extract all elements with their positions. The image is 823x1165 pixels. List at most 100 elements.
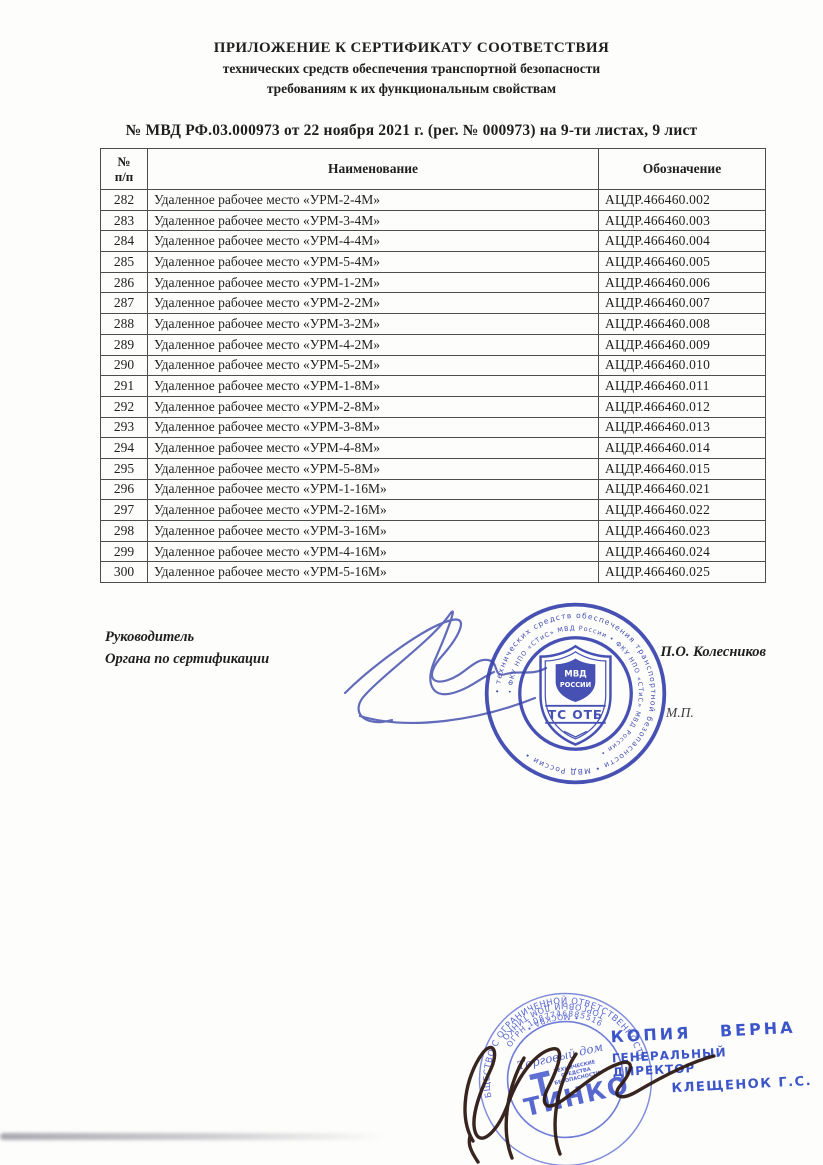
item-code: АЦДР.466460.023 xyxy=(598,520,766,542)
table-row: 282 Удаленное рабочее место «УРМ-2-4М» АЦД… xyxy=(100,189,766,211)
item-code: АЦДР.466460.021 xyxy=(598,478,766,501)
column-header-number-line2: п/п xyxy=(114,169,134,184)
row-number: 295 xyxy=(100,457,148,480)
signer-role-line2: Органа по сертификации xyxy=(105,651,270,667)
item-name: Удаленное рабочее место «УРМ-1-8М» xyxy=(147,375,599,397)
item-code: АЦДР.466460.022 xyxy=(598,499,766,521)
mvd-shield-line2: РОССИИ xyxy=(560,681,591,689)
item-code: АЦДР.466460.009 xyxy=(598,333,766,356)
title-line-2: технических средств обеспечения транспор… xyxy=(222,61,601,76)
row-number: 285 xyxy=(100,251,148,273)
row-number: 283 xyxy=(100,209,148,232)
row-number: 288 xyxy=(100,313,148,335)
registration-line: № МВД РФ.03.000973 от 22 ноября 2021 г. … xyxy=(125,122,698,139)
table-row: 300 Удаленное рабочее место «УРМ-5-16М» АЦ… xyxy=(100,561,766,584)
item-code: АЦДР.466460.015 xyxy=(598,457,766,480)
item-name: Удаленное рабочее место «УРМ-4-16М» xyxy=(147,540,599,563)
signer-role-line1: Руководитель xyxy=(105,629,195,645)
item-name: Удаленное рабочее место «УРМ-1-16М» xyxy=(147,478,599,501)
table-row: 294 Удаленное рабочее место «УРМ-4-8М» АЦД… xyxy=(100,437,766,459)
mvd-shield-icon: МВД РОССИИ ТС ОТБ xyxy=(539,644,612,746)
table-row: 287 Удаленное рабочее место «УРМ-2-2М» АЦД… xyxy=(100,292,766,315)
row-number: 289 xyxy=(100,333,148,356)
table-row: 292 Удаленное рабочее место «УРМ-2-8М» АЦД… xyxy=(100,395,766,418)
row-number: 300 xyxy=(100,561,148,584)
title-line-1: ПРИЛОЖЕНИЕ К СЕРТИФИКАТУ СООТВЕТСТВИЯ xyxy=(213,40,610,56)
item-code: АЦДР.466460.013 xyxy=(598,416,766,439)
title-line-3: требованиям к их функциональным свойства… xyxy=(266,81,557,96)
item-code: АЦДР.466460.024 xyxy=(598,540,766,563)
item-code: АЦДР.466460.008 xyxy=(598,313,766,335)
mvd-shield-band: ТС ОТБ xyxy=(548,708,603,722)
item-name: Удаленное рабочее место «УРМ-3-8М» xyxy=(147,416,599,439)
row-number: 291 xyxy=(100,375,148,397)
column-header-number-line1: № xyxy=(117,154,131,169)
item-code: АЦДР.466460.010 xyxy=(598,354,766,377)
row-number: 297 xyxy=(100,499,148,521)
items-table: № п/п Наименование Обозначение 282 Удален… xyxy=(100,148,766,584)
signer-name: П.О. Колесников xyxy=(660,644,766,660)
signature-ink-bottom xyxy=(463,1045,716,1164)
table-row: 293 Удаленное рабочее место «УРМ-3-8М» АЦД… xyxy=(100,416,766,439)
table-row: 298 Удаленное рабочее место «УРМ-3-16М» АЦ… xyxy=(100,520,766,542)
mvd-shield-line1: МВД xyxy=(564,669,587,679)
item-name: Удаленное рабочее место «УРМ-3-16М» xyxy=(147,520,599,542)
scan-artifact-line xyxy=(0,1133,385,1140)
item-code: АЦДР.466460.005 xyxy=(598,251,766,273)
signature-ink-top xyxy=(343,610,548,724)
item-name: Удаленное рабочее место «УРМ-5-16М» xyxy=(147,561,599,584)
table-row: 289 Удаленное рабочее место «УРМ-4-2М» АЦД… xyxy=(100,333,766,356)
column-header-code: Обозначение xyxy=(598,148,766,190)
item-code: АЦДР.466460.014 xyxy=(598,437,766,459)
table-row: 299 Удаленное рабочее место «УРМ-4-16М» АЦ… xyxy=(100,540,766,563)
item-name: Удаленное рабочее место «УРМ-2-2М» xyxy=(147,292,599,315)
column-header-number: № п/п xyxy=(100,148,148,190)
table-row: 285 Удаленное рабочее место «УРМ-5-4М» АЦД… xyxy=(100,251,766,273)
row-number: 294 xyxy=(100,437,148,459)
item-name: Удаленное рабочее место «УРМ-2-16М» xyxy=(147,499,599,521)
table-row: 284 Удаленное рабочее место «УРМ-4-4М» АЦД… xyxy=(100,230,766,253)
item-code: АЦДР.466460.012 xyxy=(598,395,766,418)
row-number: 284 xyxy=(100,230,148,253)
item-name: Удаленное рабочее место «УРМ-4-2М» xyxy=(147,333,599,356)
item-name: Удаленное рабочее место «УРМ-5-2М» xyxy=(147,354,599,377)
table-row: 283 Удаленное рабочее место «УРМ-3-4М» АЦД… xyxy=(100,209,766,232)
table-row: 286 Удаленное рабочее место «УРМ-1-2М» АЦД… xyxy=(100,271,766,294)
item-name: Удаленное рабочее место «УРМ-1-2М» xyxy=(147,271,599,294)
table-header-row: № п/п Наименование Обозначение xyxy=(100,148,766,190)
table-row: 295 Удаленное рабочее место «УРМ-5-8М» АЦД… xyxy=(100,457,766,480)
column-header-name: Наименование xyxy=(147,148,599,190)
table-row: 288 Удаленное рабочее место «УРМ-3-2М» АЦД… xyxy=(100,313,766,335)
row-number: 282 xyxy=(100,189,148,211)
mp-label: М.П. xyxy=(666,705,694,720)
item-name: Удаленное рабочее место «УРМ-3-2М» xyxy=(147,313,599,335)
title-block: ПРИЛОЖЕНИЕ К СЕРТИФИКАТУ СООТВЕТСТВИЯ те… xyxy=(0,0,823,99)
table-row: 297 Удаленное рабочее место «УРМ-2-16М» АЦ… xyxy=(100,499,766,521)
mvd-round-stamp: • технических средств обеспечения трансп… xyxy=(484,602,667,785)
row-number: 293 xyxy=(100,416,148,439)
row-number: 287 xyxy=(100,292,148,315)
row-number: 296 xyxy=(100,478,148,501)
item-code: АЦДР.466460.006 xyxy=(598,271,766,294)
item-code: АЦДР.466460.025 xyxy=(598,561,766,584)
item-code: АЦДР.466460.004 xyxy=(598,230,766,253)
item-name: Удаленное рабочее место «УРМ-4-4М» xyxy=(147,230,599,253)
item-name: Удаленное рабочее место «УРМ-3-4М» xyxy=(147,209,599,232)
item-code: АЦДР.466460.007 xyxy=(598,292,766,315)
row-number: 298 xyxy=(100,520,148,542)
row-number: 292 xyxy=(100,395,148,418)
table-row: 290 Удаленное рабочее место «УРМ-5-2М» АЦД… xyxy=(100,354,766,377)
item-name: Удаленное рабочее место «УРМ-4-8М» xyxy=(147,437,599,459)
item-code: АЦДР.466460.011 xyxy=(598,375,766,397)
row-number: 290 xyxy=(100,354,148,377)
item-name: Удаленное рабочее место «УРМ-2-4М» xyxy=(147,189,599,211)
item-code: АЦДР.466460.003 xyxy=(598,209,766,232)
signer-role: Руководитель Органа по сертификации xyxy=(105,626,269,670)
item-name: Удаленное рабочее место «УРМ-2-8М» xyxy=(147,395,599,418)
table-row: 296 Удаленное рабочее место «УРМ-1-16М» АЦ… xyxy=(100,478,766,501)
table-row: 291 Удаленное рабочее место «УРМ-1-8М» АЦД… xyxy=(100,375,766,397)
item-name: Удаленное рабочее место «УРМ-5-4М» xyxy=(147,251,599,273)
item-code: АЦДР.466460.002 xyxy=(598,189,766,211)
row-number: 299 xyxy=(100,540,148,563)
